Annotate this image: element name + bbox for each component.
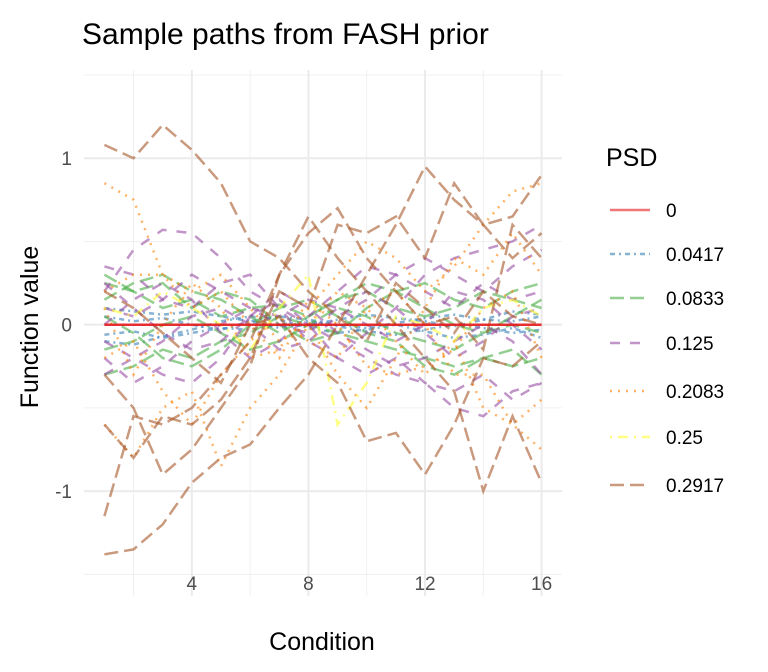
series-line-psd-0.125 bbox=[104, 223, 543, 360]
y-axis-title: Function value bbox=[16, 246, 44, 409]
series-line-psd-0.0417 bbox=[104, 313, 542, 331]
legend-label: 0.2917 bbox=[666, 476, 724, 497]
legend: PSD 0 0.0417 0.0833 0.125 0.2083 0.25 0.2917 bbox=[606, 144, 724, 497]
legend-label: 0 bbox=[666, 201, 677, 222]
x-tick-label: 8 bbox=[303, 574, 314, 595]
series-line-psd-0.125 bbox=[103, 228, 542, 418]
y-tick-label: -1 bbox=[55, 482, 72, 503]
series-line-psd-0.2917 bbox=[103, 174, 543, 460]
series-line-psd-0.2917 bbox=[103, 123, 542, 344]
series-line-psd-0.0833 bbox=[103, 273, 543, 335]
x-axis-title: Condition bbox=[269, 628, 375, 656]
series-line-psd-0.2917 bbox=[104, 164, 543, 556]
x-tick-label: 4 bbox=[187, 574, 198, 595]
series-line-psd-0.2083 bbox=[103, 289, 543, 451]
series-line-psd-0.2083 bbox=[103, 181, 542, 361]
series-line-psd-0.0833 bbox=[104, 281, 542, 318]
plot-area bbox=[103, 123, 543, 556]
legend-label: 0.0833 bbox=[666, 289, 724, 310]
legend-title: PSD bbox=[606, 144, 657, 172]
legend-label: 0.2083 bbox=[666, 382, 724, 403]
y-tick-label: 1 bbox=[61, 149, 72, 170]
series-line-psd-0.125 bbox=[103, 298, 543, 402]
series-line-psd-0.0833 bbox=[104, 315, 543, 376]
x-tick-label: 12 bbox=[414, 574, 435, 595]
series-line-psd-0.2917 bbox=[103, 214, 543, 517]
series-line-psd-0.0833 bbox=[103, 273, 542, 343]
axis-ticks: 4 8 12 16 -1 0 1 bbox=[55, 149, 552, 595]
series-line-psd-0.2917 bbox=[103, 206, 543, 477]
legend-label: 0.0417 bbox=[666, 245, 724, 266]
legend-label: 0.25 bbox=[666, 428, 703, 449]
x-tick-label: 16 bbox=[531, 574, 552, 595]
series-line-psd-0.2917 bbox=[103, 290, 543, 477]
series-line-psd-0.125 bbox=[103, 248, 543, 360]
series-line-psd-0.125 bbox=[104, 273, 542, 360]
series-line-psd-0.0833 bbox=[103, 298, 542, 376]
series-line-psd-0.0833 bbox=[104, 306, 542, 351]
legend-label: 0.125 bbox=[666, 334, 714, 355]
chart-title: Sample paths from FASH prior bbox=[82, 18, 489, 51]
series-line-psd-0.2083 bbox=[103, 281, 543, 378]
y-tick-label: 0 bbox=[61, 316, 72, 337]
